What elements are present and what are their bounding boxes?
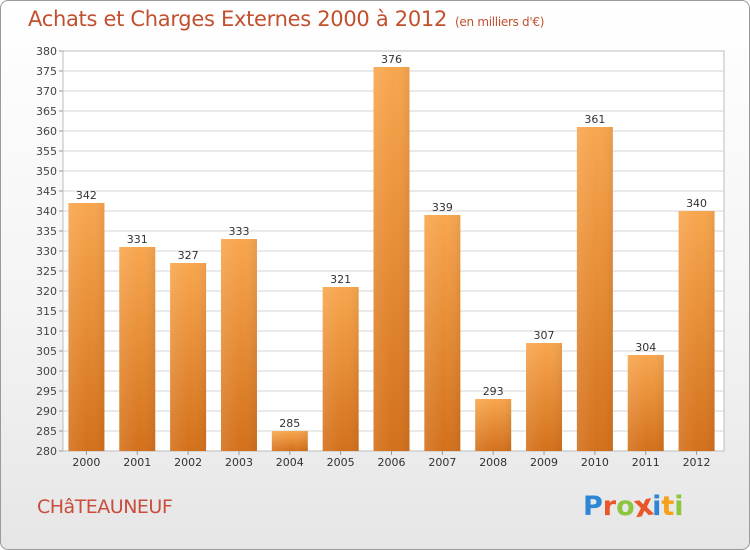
bars xyxy=(68,67,715,451)
x-tick-label: 2006 xyxy=(378,456,406,469)
y-tick-label: 300 xyxy=(36,365,57,378)
value-label: 321 xyxy=(330,273,351,286)
y-tick-label: 285 xyxy=(36,425,57,438)
value-label: 307 xyxy=(534,329,555,342)
value-label: 361 xyxy=(584,113,605,126)
x-tick-label: 2005 xyxy=(327,456,355,469)
y-tick-label: 280 xyxy=(36,445,57,458)
bar-shine xyxy=(526,343,563,451)
proxiti-logo[interactable]: Proxiti xyxy=(583,488,684,525)
y-axis: 280 285 290 295 300 305 310 315 320 325 330 335 340 3… xyxy=(36,45,63,458)
bar-shine xyxy=(68,203,105,451)
bar-shine xyxy=(678,211,715,451)
x-tick-label: 2012 xyxy=(683,456,711,469)
logo-letter: i xyxy=(652,491,662,522)
y-tick-label: 330 xyxy=(36,245,57,258)
y-tick-label: 290 xyxy=(36,405,57,418)
value-label: 376 xyxy=(381,53,402,66)
y-tick-label: 315 xyxy=(36,305,57,318)
x-tick-label: 2004 xyxy=(276,456,304,469)
value-label: 331 xyxy=(127,233,148,246)
x-tick-label: 2001 xyxy=(123,456,151,469)
bar-shine xyxy=(322,287,359,451)
bar-shine xyxy=(220,239,257,451)
y-tick-label: 375 xyxy=(36,65,57,78)
bar-shine xyxy=(170,263,207,451)
value-label: 293 xyxy=(483,385,504,398)
y-tick-label: 370 xyxy=(36,85,57,98)
x-tick-label: 2000 xyxy=(72,456,100,469)
y-tick-label: 350 xyxy=(36,165,57,178)
y-tick-label: 325 xyxy=(36,265,57,278)
chart-title: Achats et Charges Externes 2000 à 2012 (e… xyxy=(28,7,544,31)
bar-shine xyxy=(424,215,461,451)
x-axis: 2000 2001 2002 2003 2004 2005 2006 2007 2008 2009… xyxy=(72,451,711,469)
value-label: 339 xyxy=(432,201,453,214)
y-tick-label: 345 xyxy=(36,185,57,198)
y-tick-label: 365 xyxy=(36,105,57,118)
x-tick-label: 2002 xyxy=(174,456,202,469)
x-tick-label: 2008 xyxy=(479,456,507,469)
chart-unit: (en milliers d'€) xyxy=(455,15,545,29)
commune-name: CHâTEAUNEUF xyxy=(37,496,173,518)
bar-shine xyxy=(271,431,308,451)
value-label: 327 xyxy=(178,249,199,262)
y-tick-label: 335 xyxy=(36,225,57,238)
logo-letter: o xyxy=(616,491,635,522)
bar-shine xyxy=(373,67,410,451)
y-tick-label: 320 xyxy=(36,285,57,298)
chart-title-text: Achats et Charges Externes 2000 à 2012 xyxy=(28,7,448,31)
value-label: 342 xyxy=(76,189,97,202)
logo-letter: P xyxy=(583,491,603,522)
y-tick-label: 295 xyxy=(36,385,57,398)
value-label: 304 xyxy=(635,341,656,354)
value-label: 333 xyxy=(228,225,249,238)
logo-letter: r xyxy=(602,491,617,522)
bar-shine xyxy=(119,247,156,451)
value-label: 285 xyxy=(279,417,300,430)
bar-shine xyxy=(576,127,613,451)
logo-letter: t xyxy=(661,491,675,522)
y-tick-label: 355 xyxy=(36,145,57,158)
y-tick-label: 310 xyxy=(36,325,57,338)
x-tick-label: 2007 xyxy=(428,456,456,469)
x-tick-label: 2009 xyxy=(530,456,558,469)
y-tick-label: 380 xyxy=(36,45,57,58)
value-labels: 342 331 327 333 285 321 376 339 293 307 361 304 340 xyxy=(76,53,707,430)
x-tick-label: 2010 xyxy=(581,456,609,469)
y-tick-label: 305 xyxy=(36,345,57,358)
x-tick-label: 2003 xyxy=(225,456,253,469)
bar-shine xyxy=(475,399,512,451)
value-label: 340 xyxy=(686,197,707,210)
x-tick-label: 2011 xyxy=(632,456,660,469)
y-tick-label: 340 xyxy=(36,205,57,218)
y-tick-label: 360 xyxy=(36,125,57,138)
bar-shine xyxy=(627,355,664,451)
logo-letter: i xyxy=(674,491,684,522)
